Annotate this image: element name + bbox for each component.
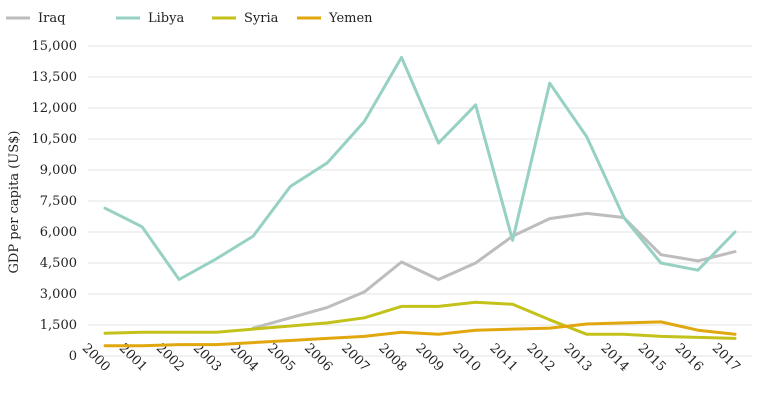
- x-tick-label: 2017: [709, 341, 743, 375]
- gridlines: [88, 45, 752, 357]
- y-tick-label: 12,000: [32, 101, 78, 116]
- legend-label-syria: Syria: [244, 11, 279, 26]
- y-tick-label: 7,500: [40, 194, 77, 209]
- y-tick-label: 10,500: [32, 132, 78, 147]
- legend: Iraq Libya Syria Yemen: [6, 11, 373, 26]
- y-tick-label: 13,500: [32, 70, 78, 85]
- series-line-libya: [103, 55, 737, 281]
- x-tick-label: 2014: [598, 341, 632, 375]
- x-tick-label: 2016: [672, 341, 706, 375]
- x-tick-label: 2012: [523, 341, 557, 375]
- series-line-yemen: [103, 320, 737, 348]
- y-tick-label: 4,500: [40, 256, 77, 271]
- y-tick-label: 1,500: [40, 318, 77, 333]
- y-tick-label: 15,000: [32, 39, 78, 54]
- y-tick-label: 3,000: [40, 287, 77, 302]
- series-line-syria: [103, 300, 737, 340]
- x-tick-label: 2015: [635, 341, 669, 375]
- legend-label-iraq: Iraq: [38, 11, 65, 26]
- series-lines: [103, 55, 737, 348]
- y-tick-label: 6,000: [40, 225, 77, 240]
- x-tick-label: 2013: [561, 341, 595, 375]
- x-tick-label: 2007: [338, 341, 372, 375]
- y-tick-label: 0: [69, 349, 77, 364]
- x-tick-label: 2008: [375, 341, 409, 375]
- x-tick-label: 2005: [264, 341, 298, 375]
- y-axis-label: GDP per capita (US$): [7, 131, 22, 274]
- y-axis-ticks: 0 1,500 3,000 4,500 6,000 7,500 9,000 10,500 12,…: [32, 39, 78, 364]
- series-line-iraq: [251, 211, 737, 330]
- x-tick-label: 2009: [412, 341, 446, 375]
- x-tick-label: 2006: [301, 341, 335, 375]
- x-tick-label: 2011: [486, 341, 520, 375]
- legend-label-libya: Libya: [148, 11, 184, 26]
- legend-label-yemen: Yemen: [328, 11, 373, 26]
- x-tick-label: 2004: [227, 341, 261, 375]
- x-tick-label: 2010: [449, 341, 483, 375]
- y-tick-label: 9,000: [40, 163, 77, 178]
